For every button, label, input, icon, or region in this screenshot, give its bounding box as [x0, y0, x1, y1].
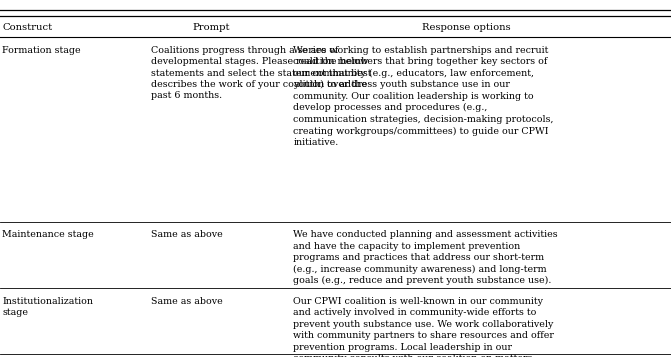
Text: We are working to establish partnerships and recruit
coalition members that brin: We are working to establish partnerships…: [293, 46, 554, 147]
Text: Formation stage: Formation stage: [2, 46, 81, 55]
Text: Our CPWI coalition is well-known in our community
and actively involved in commu: Our CPWI coalition is well-known in our …: [293, 297, 554, 357]
Text: Prompt: Prompt: [193, 22, 230, 32]
Text: Construct: Construct: [2, 22, 52, 32]
Text: Same as above: Same as above: [151, 230, 223, 239]
Text: Same as above: Same as above: [151, 297, 223, 306]
Text: Coalitions progress through a series of
developmental stages. Please read the be: Coalitions progress through a series of …: [151, 46, 372, 101]
Text: Maintenance stage: Maintenance stage: [2, 230, 94, 239]
Text: We have conducted planning and assessment activities
and have the capacity to im: We have conducted planning and assessmen…: [293, 230, 558, 285]
Text: Institutionalization
stage: Institutionalization stage: [2, 297, 93, 317]
Text: Response options: Response options: [422, 22, 511, 32]
